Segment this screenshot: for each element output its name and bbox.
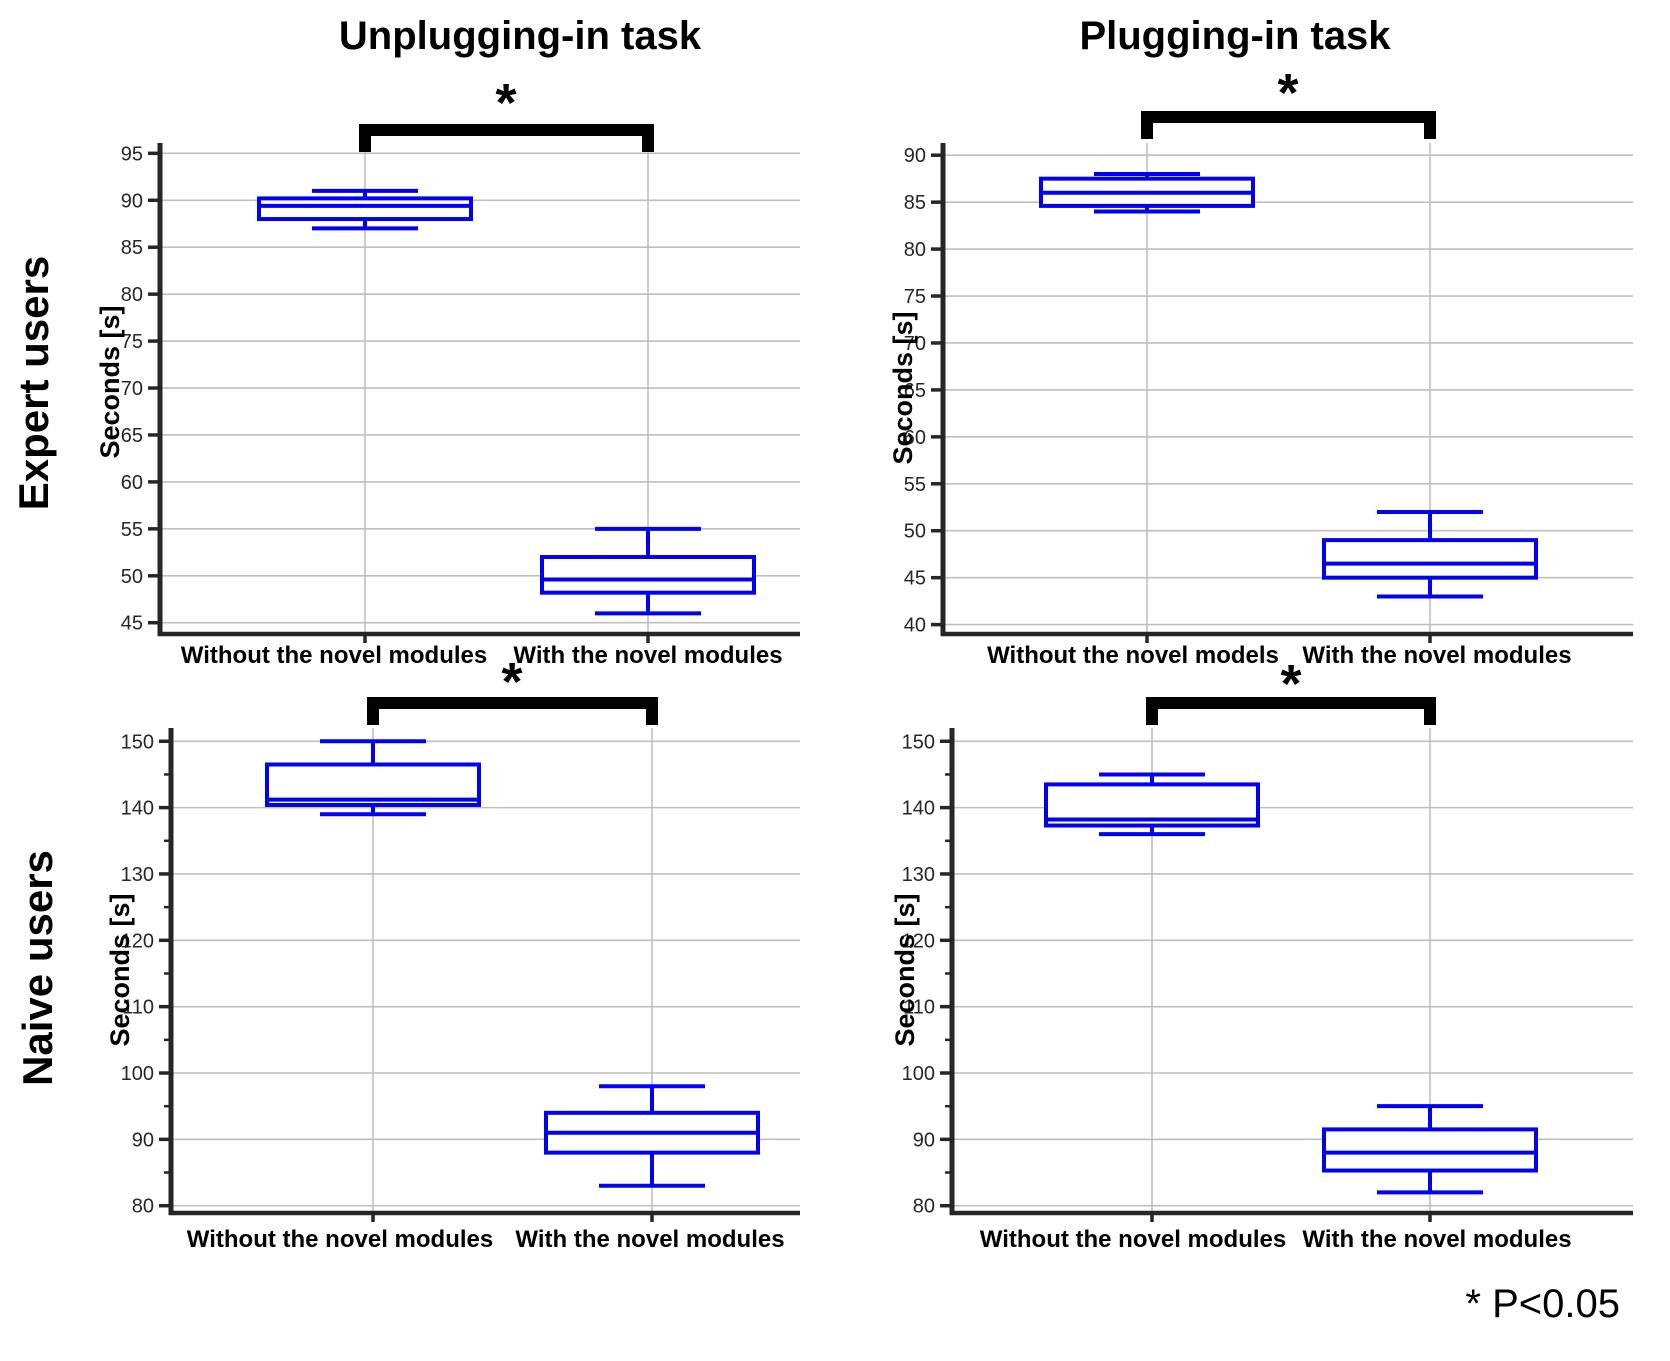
svg-text:140: 140 (902, 798, 935, 820)
significance-asterisk: * (1280, 654, 1302, 714)
svg-text:50: 50 (121, 566, 143, 588)
svg-text:60: 60 (121, 472, 143, 494)
svg-text:110: 110 (903, 997, 935, 1019)
y-axis-label-bottom-right: Seconds [s] (890, 893, 920, 1047)
p-value-footnote: * P<0.05 (1465, 1282, 1620, 1326)
svg-text:55: 55 (904, 474, 926, 496)
x-category-with-modules: With the novel modules (513, 642, 783, 669)
svg-text:100: 100 (902, 1063, 935, 1085)
significance-bracket (1141, 111, 1436, 123)
significance-asterisk: * (495, 73, 517, 133)
svg-text:80: 80 (904, 239, 926, 261)
subplot-expert-0: 45 50 55 60 65 70 75 80 85 90 95 (121, 124, 800, 643)
svg-text:50: 50 (904, 521, 926, 543)
x-category-with-modules: With the novel modules (1302, 642, 1572, 669)
svg-text:75: 75 (121, 331, 143, 353)
subplot-naive-2: 80 90 100 110 120 130 140 150 (121, 697, 800, 1222)
svg-text:90: 90 (913, 1129, 935, 1151)
significance-bracket (1146, 697, 1436, 709)
svg-text:80: 80 (121, 284, 143, 306)
svg-text:60: 60 (904, 427, 926, 449)
subplot-expert-1: 40 45 50 55 60 65 70 75 80 85 90 (904, 111, 1633, 643)
x-category-with-modules: With the novel modules (1302, 1226, 1572, 1253)
svg-text:85: 85 (121, 237, 143, 259)
svg-text:90: 90 (121, 190, 143, 212)
y-axis-label-top-right: Seconds [s] (888, 311, 918, 465)
svg-text:100: 100 (121, 1063, 154, 1085)
svg-text:120: 120 (902, 930, 935, 952)
x-category-with-modules: With the novel modules (515, 1226, 785, 1253)
svg-text:90: 90 (132, 1129, 154, 1151)
significance-bracket (367, 697, 658, 709)
svg-text:80: 80 (913, 1196, 935, 1218)
svg-text:70: 70 (121, 378, 143, 400)
svg-text:70: 70 (904, 333, 926, 355)
svg-text:130: 130 (121, 864, 154, 886)
svg-text:45: 45 (904, 568, 926, 590)
x-category-without-modules: Without the novel modules (186, 1226, 494, 1253)
svg-text:140: 140 (121, 798, 154, 820)
title-plugging-task: Plugging-in task (1079, 14, 1391, 58)
svg-text:150: 150 (902, 731, 935, 753)
svg-text:55: 55 (121, 519, 143, 541)
y-axis-label-bottom-left: Seconds [s] (105, 893, 135, 1047)
svg-text:45: 45 (121, 613, 143, 635)
svg-text:80: 80 (132, 1196, 154, 1218)
svg-text:90: 90 (904, 145, 926, 167)
svg-text:65: 65 (121, 425, 143, 447)
significance-asterisk: * (1277, 63, 1299, 123)
row-label-expert-users: Expert users (10, 255, 57, 511)
svg-text:110: 110 (122, 997, 154, 1019)
x-category-without-models: Without the novel models (987, 642, 1279, 669)
x-category-without-modules: Without the novel modules (180, 642, 488, 669)
svg-text:75: 75 (904, 286, 926, 308)
x-category-without-modules: Without the novel modules (979, 1226, 1287, 1253)
title-unplugging-task: Unplugging-in task (338, 14, 702, 58)
svg-text:65: 65 (904, 380, 926, 402)
svg-text:85: 85 (904, 192, 926, 214)
significance-bracket (359, 124, 654, 136)
subplot-naive-3: 80 90 100 110 120 130 140 150 (902, 697, 1633, 1222)
y-axis-label-top-left: Seconds [s] (95, 305, 125, 459)
row-label-naive-users: Naive users (14, 850, 61, 1086)
svg-text:120: 120 (121, 930, 154, 952)
svg-text:95: 95 (121, 143, 143, 165)
significance-asterisk: * (501, 652, 523, 712)
svg-text:40: 40 (904, 615, 926, 637)
svg-text:130: 130 (902, 864, 935, 886)
svg-text:150: 150 (121, 731, 154, 753)
